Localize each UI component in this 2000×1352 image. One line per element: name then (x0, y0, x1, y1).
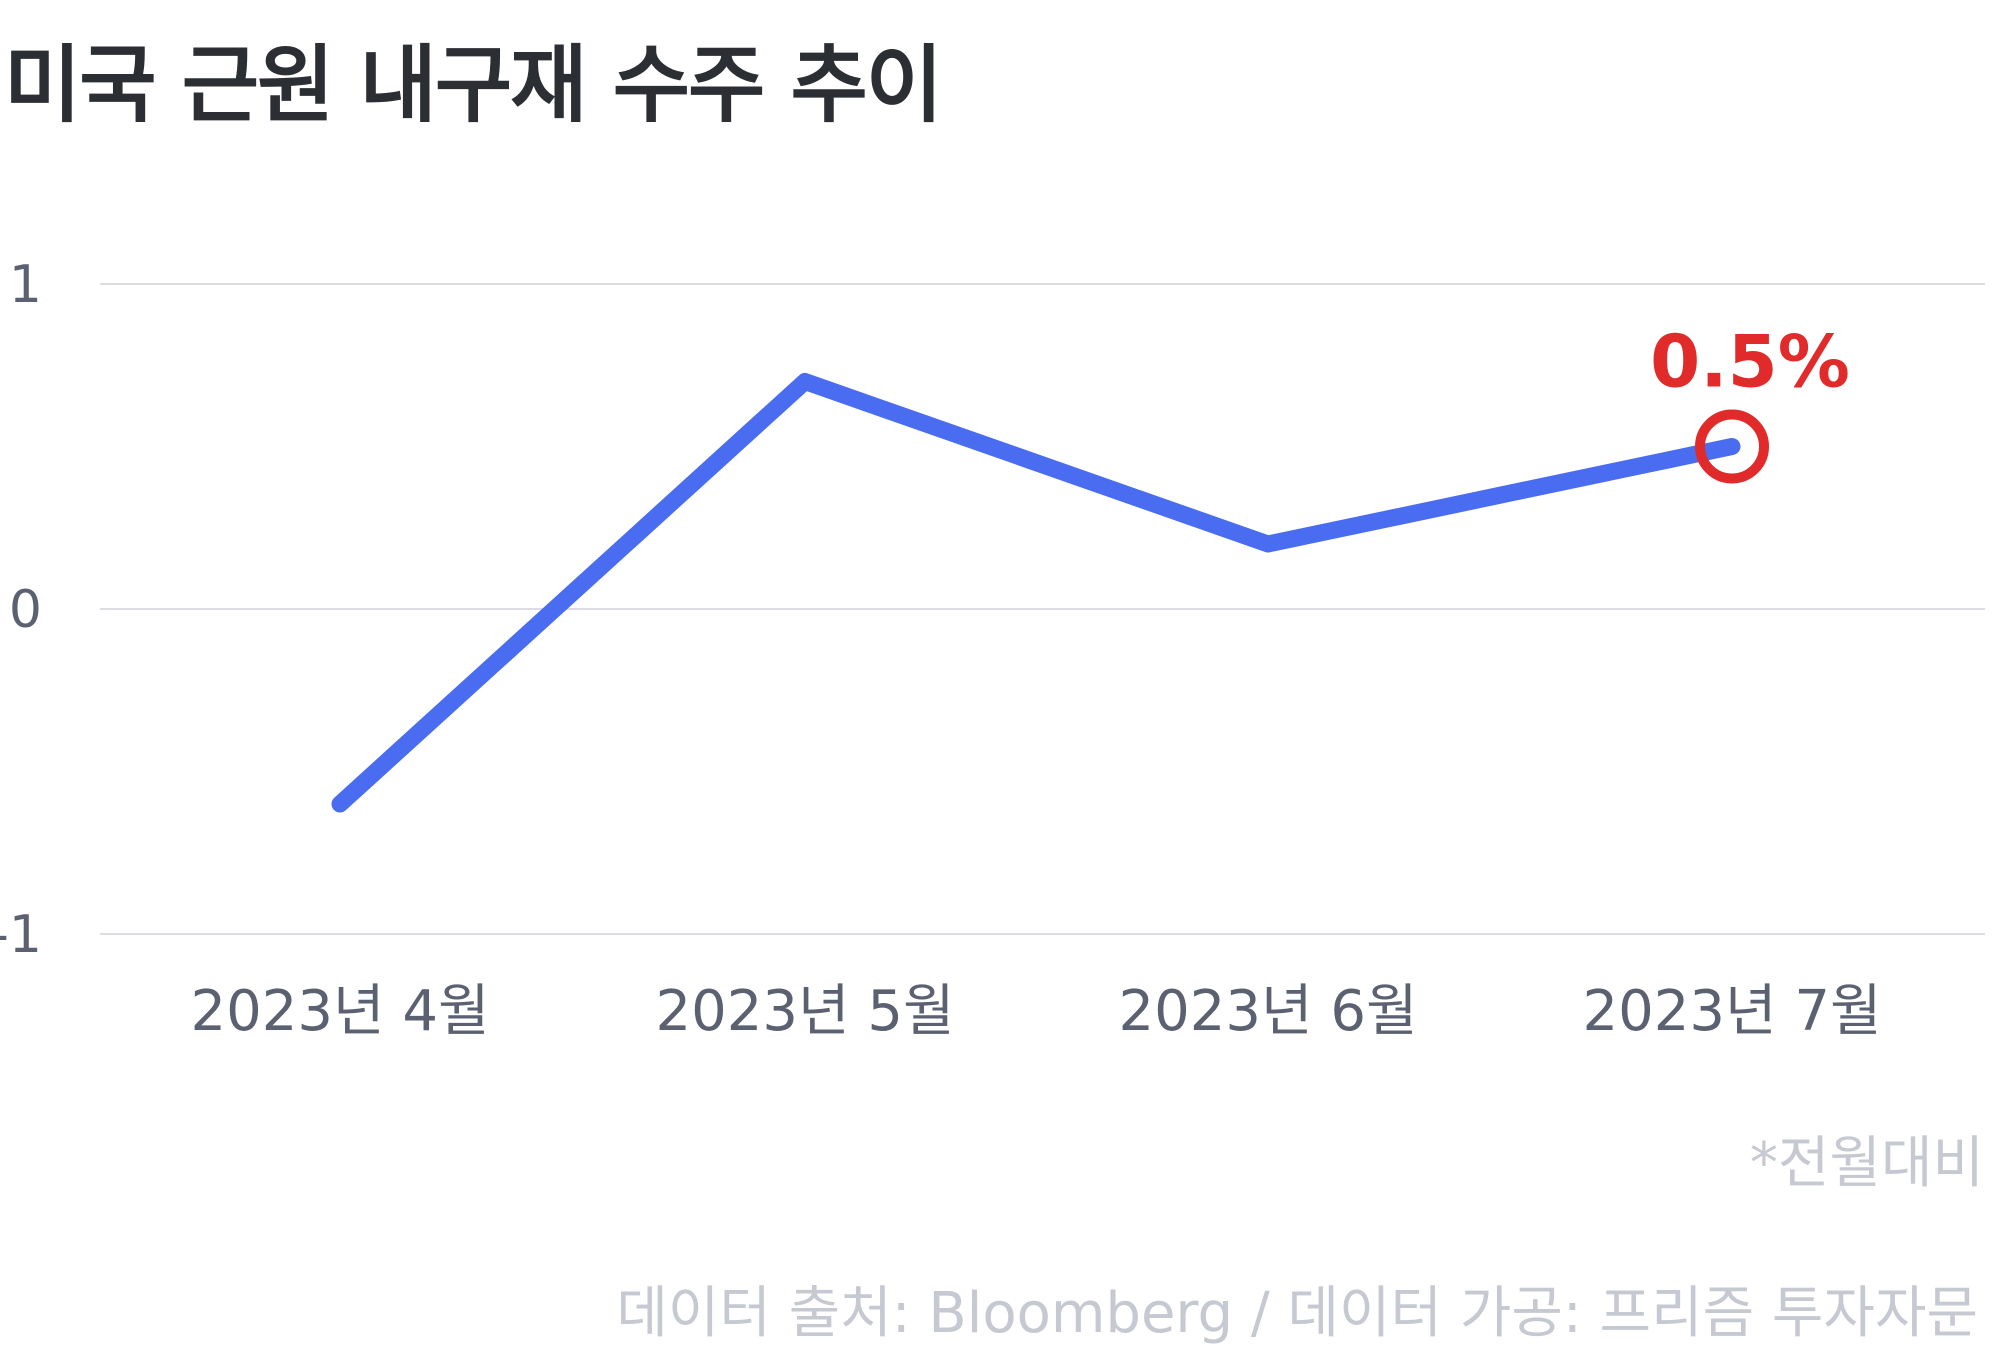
data-point (804, 380, 806, 383)
x-tick-label: 2023년 7월 (1583, 979, 1882, 1044)
series-layer (331, 373, 1741, 813)
y-tick-label: 1 (9, 255, 42, 315)
series-line (331, 373, 1741, 813)
annotation-layer: 0.5% (1650, 320, 1850, 484)
x-tick-label: 2023년 6월 (1119, 979, 1418, 1044)
data-source: 데이터 출처: Bloomberg / 데이터 가공: 프리즘 투자자문 (616, 1281, 1978, 1346)
highlight-marker (1695, 409, 1769, 484)
x-axis: 2023년 4월 2023년 5월 2023년 6월 2023년 7월 (191, 979, 1882, 1044)
chart-note: *전월대비 (1749, 1131, 1984, 1196)
x-tick-label: 2023년 5월 (656, 979, 955, 1044)
chart-title: 미국 근원 내구재 수주 추이 (4, 36, 943, 134)
x-tick-label: 2023년 4월 (191, 979, 490, 1044)
y-tick-label: 0 (9, 580, 42, 640)
y-axis: 1 0 -1 (0, 255, 42, 965)
data-label: 0.5% (1650, 320, 1850, 404)
y-tick-label: -1 (0, 905, 42, 965)
data-point (1731, 445, 1733, 448)
grid-layer (100, 283, 1985, 935)
data-point (1267, 543, 1269, 545)
data-point (339, 803, 341, 805)
